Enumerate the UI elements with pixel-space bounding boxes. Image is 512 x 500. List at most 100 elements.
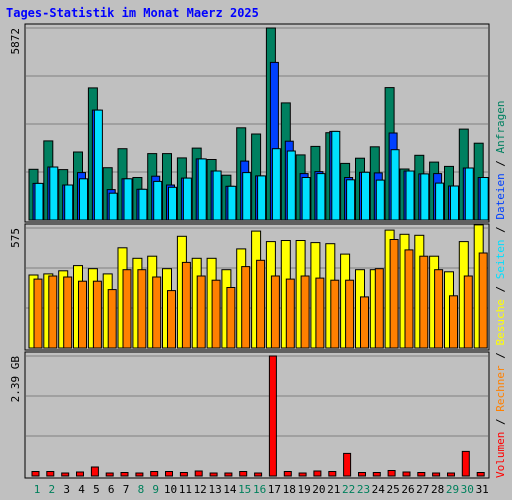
bar-seiten-day-12 [197, 158, 207, 221]
bar-volumen-day-9 [150, 471, 159, 477]
day-label-26: 26 [401, 483, 414, 496]
bar-seiten-day-24 [375, 179, 385, 221]
bar-volumen-day-7 [120, 472, 129, 477]
bar-volumen-day-26 [402, 471, 411, 477]
bar-volumen-day-11 [179, 472, 188, 477]
bar-seiten-day-11 [182, 177, 192, 221]
bar-rechner-day-9 [152, 276, 162, 349]
bar-volumen-day-25 [387, 470, 396, 477]
bar-rechner-day-12 [196, 275, 206, 349]
bar-volumen-day-12 [194, 470, 203, 477]
legend-separator: / [494, 279, 507, 299]
bar-volumen-day-2 [46, 471, 55, 477]
bar-seiten-day-6 [108, 192, 118, 221]
day-label-13: 13 [208, 483, 221, 496]
bar-seiten-day-18 [286, 150, 296, 221]
bar-seiten-day-7 [123, 178, 133, 221]
bar-seiten-day-8 [138, 188, 148, 221]
bar-rechner-day-4 [78, 280, 87, 349]
day-label-27: 27 [416, 483, 429, 496]
legend-separator: / [494, 346, 507, 366]
bar-seiten-day-3 [64, 184, 74, 221]
bar-volumen-day-8 [135, 472, 144, 477]
bar-volumen-day-15 [239, 471, 248, 477]
bar-volumen-day-14 [224, 472, 233, 477]
bar-rechner-day-3 [63, 276, 73, 349]
bar-rechner-day-29 [449, 295, 458, 349]
bar-rechner-day-8 [137, 269, 147, 349]
bar-seiten-day-19 [301, 177, 311, 221]
bar-seiten-day-15 [242, 172, 252, 221]
bar-volumen-day-21 [328, 471, 337, 477]
bar-volumen-day-31 [476, 472, 485, 477]
bar-volumen-day-28 [432, 472, 441, 477]
bar-volumen-day-4 [76, 471, 84, 477]
legend-item-besuche: Besuche [494, 299, 507, 345]
bar-volumen-day-1 [31, 471, 40, 477]
legend-separator: / [494, 153, 507, 173]
day-label-15: 15 [238, 483, 251, 496]
day-label-21: 21 [327, 483, 340, 496]
day-label-24: 24 [372, 483, 386, 496]
bar-rechner-day-16 [256, 259, 266, 349]
legend-item-seiten: Seiten [494, 240, 507, 280]
bar-rechner-day-13 [211, 279, 221, 349]
bar-rechner-day-19 [300, 275, 310, 349]
panel-bottom [24, 351, 490, 479]
bar-rechner-day-7 [122, 269, 132, 349]
bar-rechner-day-18 [285, 278, 295, 349]
chart-title: Tages-Statistik im Monat Maerz 2025 [6, 6, 259, 20]
bar-rechner-day-25 [389, 239, 399, 349]
bar-rechner-day-1 [33, 278, 43, 349]
bar-seiten-day-17 [271, 148, 281, 221]
bar-rechner-day-24 [374, 268, 384, 349]
day-label-7: 7 [123, 483, 130, 496]
bar-rechner-day-30 [463, 275, 473, 349]
day-label-17: 17 [268, 483, 281, 496]
bar-volumen-day-6 [105, 472, 114, 477]
day-label-1: 1 [34, 483, 41, 496]
bar-rechner-day-15 [241, 266, 251, 349]
bar-seiten-day-30 [464, 167, 474, 221]
day-label-23: 23 [357, 483, 370, 496]
day-label-25: 25 [386, 483, 399, 496]
day-label-19: 19 [297, 483, 310, 496]
bar-rechner-day-27 [419, 255, 429, 349]
bar-volumen-day-27 [417, 472, 426, 477]
day-label-11: 11 [179, 483, 192, 496]
bar-seiten-day-27 [420, 173, 430, 221]
bar-rechner-day-22 [345, 279, 355, 349]
bar-volumen-day-29 [447, 472, 455, 477]
bar-seiten-day-9 [153, 180, 163, 221]
bar-rechner-day-10 [167, 290, 176, 349]
legend-item-anfragen: Anfragen [494, 100, 507, 153]
bar-rechner-day-6 [107, 289, 117, 349]
bar-seiten-day-16 [257, 175, 267, 221]
bar-volumen-day-19 [298, 472, 307, 477]
bar-seiten-day-28 [435, 182, 445, 221]
legend-item-volumen: Volumen [494, 432, 507, 478]
day-label-4: 4 [78, 483, 85, 496]
bar-rechner-day-28 [434, 269, 444, 349]
bar-seiten-day-20 [316, 173, 326, 221]
bar-rechner-day-31 [478, 252, 488, 349]
bar-seiten-day-13 [212, 170, 222, 221]
day-label-16: 16 [253, 483, 266, 496]
day-label-2: 2 [48, 483, 55, 496]
bar-seiten-day-4 [79, 178, 88, 221]
bar-volumen-day-30 [461, 450, 470, 477]
bar-volumen-day-24 [372, 472, 381, 477]
bar-seiten-day-1 [34, 182, 44, 221]
bar-volumen-day-3 [61, 472, 70, 477]
bar-volumen-day-22 [343, 452, 352, 477]
day-label-31: 31 [476, 483, 489, 496]
day-label-9: 9 [152, 483, 159, 496]
legend-item-rechner: Rechner [494, 365, 507, 412]
bar-rechner-day-2 [48, 275, 58, 349]
bar-volumen-day-16 [254, 472, 263, 477]
legend-item-dateien: Dateien [494, 173, 507, 219]
day-label-20: 20 [312, 483, 325, 496]
bar-rechner-day-17 [270, 275, 280, 349]
day-label-18: 18 [283, 483, 296, 496]
